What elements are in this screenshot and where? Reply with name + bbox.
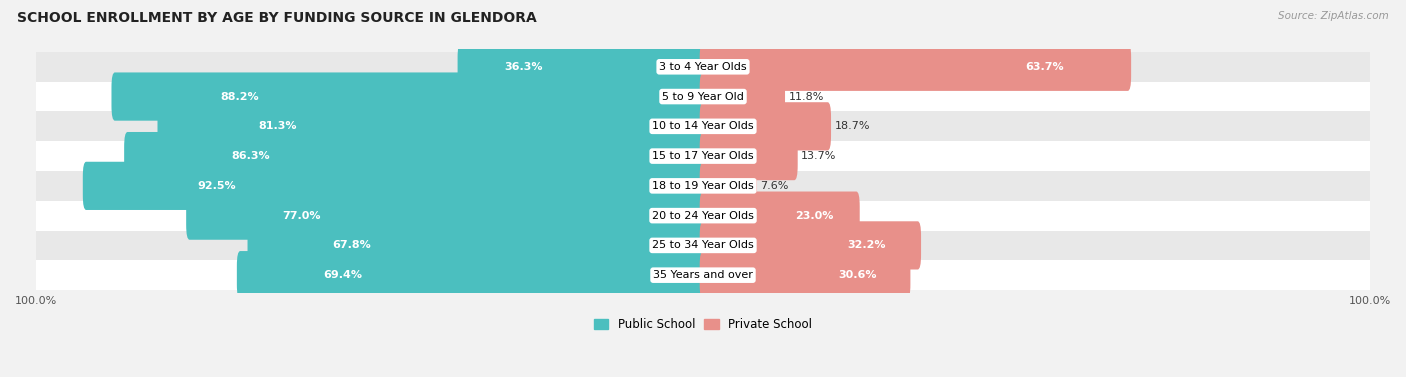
Text: 10 to 14 Year Olds: 10 to 14 Year Olds xyxy=(652,121,754,131)
FancyBboxPatch shape xyxy=(236,251,706,299)
FancyBboxPatch shape xyxy=(700,251,911,299)
Text: 15 to 17 Year Olds: 15 to 17 Year Olds xyxy=(652,151,754,161)
FancyBboxPatch shape xyxy=(37,171,1369,201)
Legend: Public School, Private School: Public School, Private School xyxy=(593,318,813,331)
Text: 18 to 19 Year Olds: 18 to 19 Year Olds xyxy=(652,181,754,191)
FancyBboxPatch shape xyxy=(37,201,1369,230)
FancyBboxPatch shape xyxy=(700,72,785,121)
FancyBboxPatch shape xyxy=(83,162,706,210)
FancyBboxPatch shape xyxy=(700,102,831,150)
FancyBboxPatch shape xyxy=(37,112,1369,141)
FancyBboxPatch shape xyxy=(700,162,756,210)
Text: 77.0%: 77.0% xyxy=(283,211,321,221)
FancyBboxPatch shape xyxy=(37,52,1369,82)
FancyBboxPatch shape xyxy=(157,102,706,150)
Text: 88.2%: 88.2% xyxy=(221,92,259,101)
Text: 25 to 34 Year Olds: 25 to 34 Year Olds xyxy=(652,241,754,250)
FancyBboxPatch shape xyxy=(700,43,1132,91)
Text: 5 to 9 Year Old: 5 to 9 Year Old xyxy=(662,92,744,101)
Text: 35 Years and over: 35 Years and over xyxy=(652,270,754,280)
FancyBboxPatch shape xyxy=(111,72,706,121)
Text: 30.6%: 30.6% xyxy=(838,270,876,280)
Text: 92.5%: 92.5% xyxy=(197,181,236,191)
Text: 63.7%: 63.7% xyxy=(1025,62,1064,72)
FancyBboxPatch shape xyxy=(700,192,859,240)
Text: 67.8%: 67.8% xyxy=(332,241,371,250)
Text: Source: ZipAtlas.com: Source: ZipAtlas.com xyxy=(1278,11,1389,21)
Text: 86.3%: 86.3% xyxy=(231,151,270,161)
FancyBboxPatch shape xyxy=(247,221,706,270)
FancyBboxPatch shape xyxy=(37,82,1369,112)
FancyBboxPatch shape xyxy=(37,141,1369,171)
Text: SCHOOL ENROLLMENT BY AGE BY FUNDING SOURCE IN GLENDORA: SCHOOL ENROLLMENT BY AGE BY FUNDING SOUR… xyxy=(17,11,537,25)
Text: 7.6%: 7.6% xyxy=(761,181,789,191)
Text: 36.3%: 36.3% xyxy=(505,62,543,72)
Text: 18.7%: 18.7% xyxy=(834,121,870,131)
Text: 11.8%: 11.8% xyxy=(789,92,824,101)
Text: 13.7%: 13.7% xyxy=(801,151,837,161)
Text: 81.3%: 81.3% xyxy=(259,121,297,131)
FancyBboxPatch shape xyxy=(37,230,1369,260)
FancyBboxPatch shape xyxy=(124,132,706,180)
FancyBboxPatch shape xyxy=(37,260,1369,290)
FancyBboxPatch shape xyxy=(186,192,706,240)
Text: 20 to 24 Year Olds: 20 to 24 Year Olds xyxy=(652,211,754,221)
FancyBboxPatch shape xyxy=(457,43,706,91)
Text: 69.4%: 69.4% xyxy=(323,270,363,280)
FancyBboxPatch shape xyxy=(700,132,797,180)
Text: 23.0%: 23.0% xyxy=(794,211,834,221)
FancyBboxPatch shape xyxy=(700,221,921,270)
Text: 32.2%: 32.2% xyxy=(846,241,886,250)
Text: 3 to 4 Year Olds: 3 to 4 Year Olds xyxy=(659,62,747,72)
